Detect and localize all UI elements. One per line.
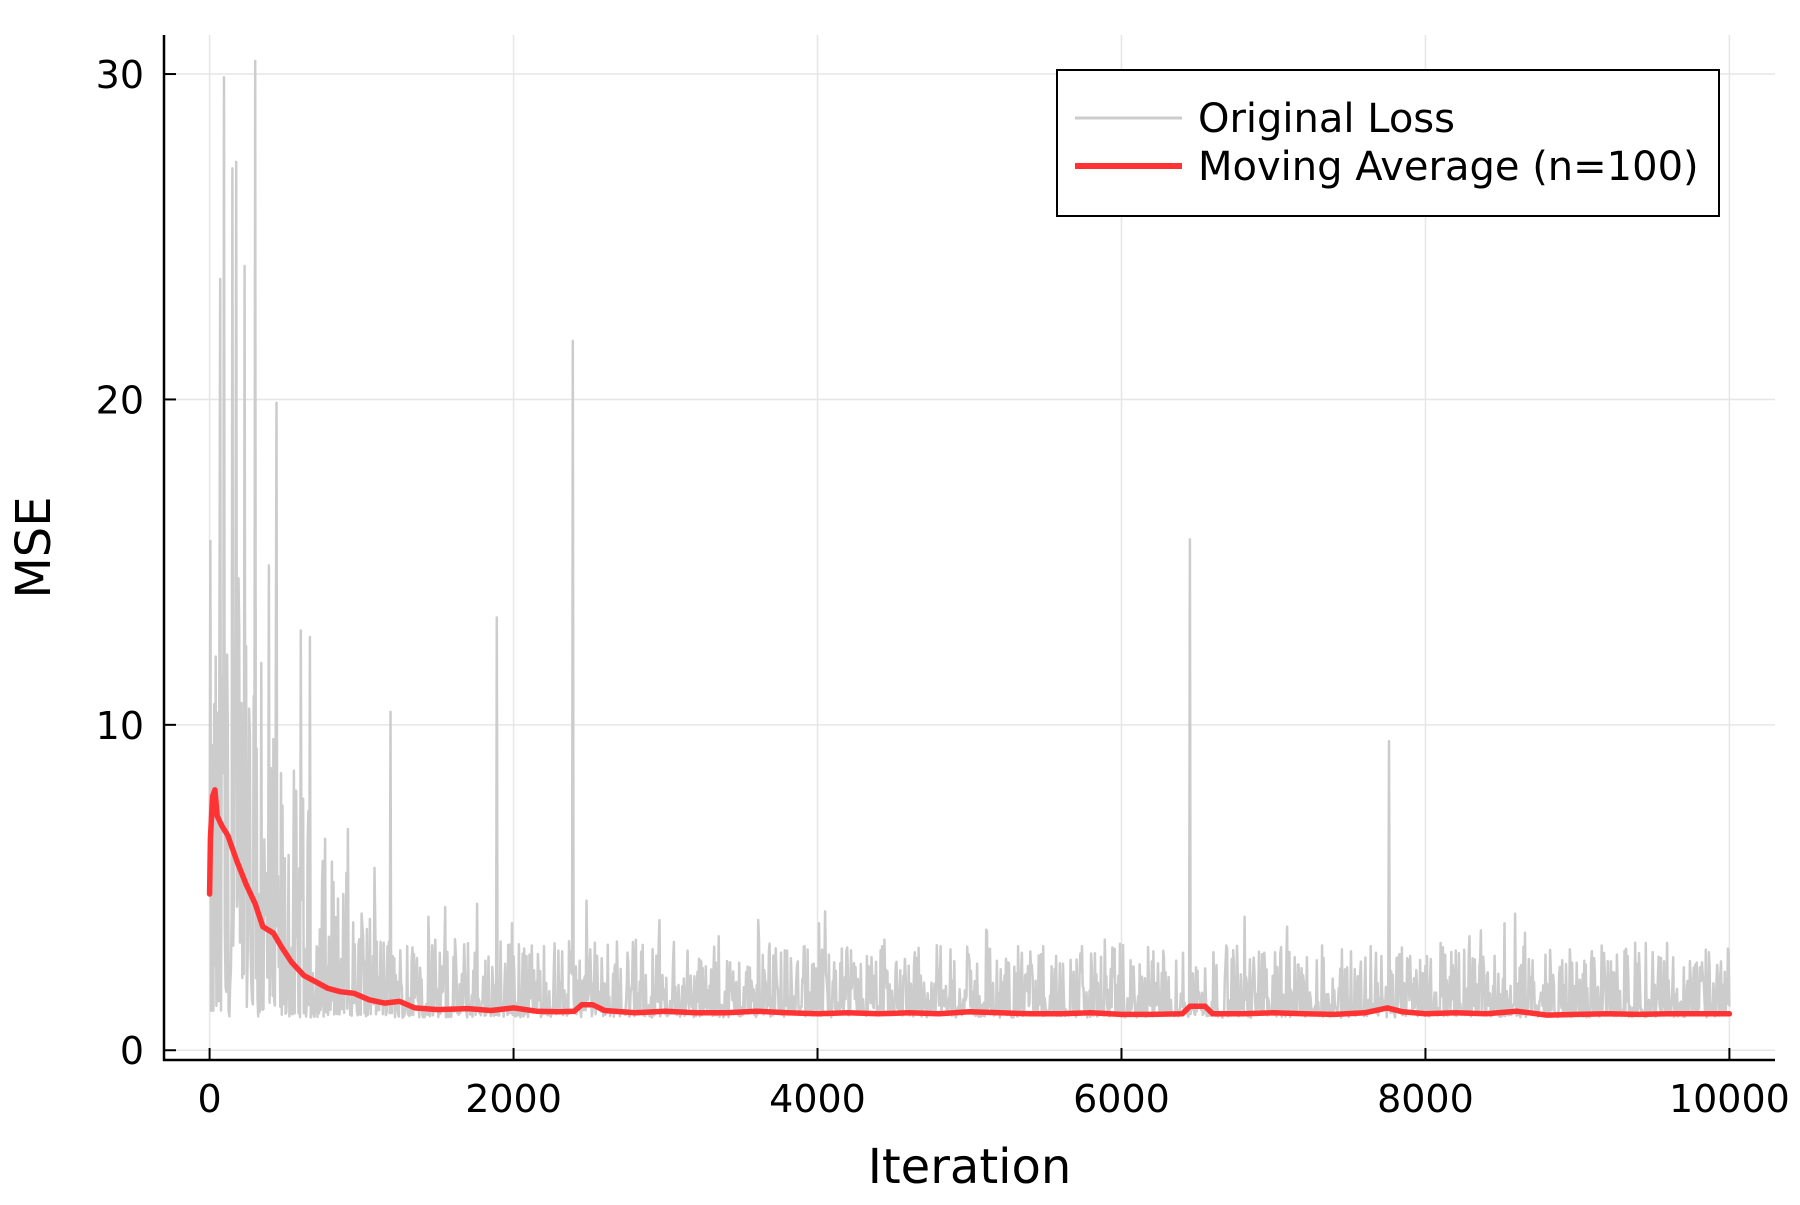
- x-tick-label: 2000: [465, 1077, 562, 1121]
- legend-label-original-loss: Original Loss: [1198, 96, 1455, 142]
- legend: Original Loss Moving Average (n=100): [1056, 69, 1720, 217]
- moving-average-series: [206, 787, 1733, 1018]
- x-tick-label: 8000: [1377, 1077, 1474, 1121]
- y-tick-label: 0: [120, 1029, 144, 1073]
- x-tick-label: 4000: [769, 1077, 866, 1121]
- moving-average-line: [206, 787, 1733, 1018]
- x-axis-title: Iteration: [868, 1139, 1072, 1195]
- y-axis-title: MSE: [6, 496, 62, 598]
- axes: 0 2000 4000 6000 8000 10000 0 10 20 30: [96, 35, 1790, 1121]
- x-tick-label: 6000: [1073, 1077, 1170, 1121]
- legend-box: [1056, 69, 1720, 217]
- y-tick-label: 30: [96, 53, 144, 97]
- x-tick-label: 10000: [1669, 1077, 1790, 1121]
- y-tick-label: 20: [96, 378, 144, 422]
- x-tick-label: 0: [198, 1077, 222, 1121]
- y-tick-label: 10: [96, 704, 144, 748]
- legend-label-moving-average: Moving Average (n=100): [1198, 144, 1699, 190]
